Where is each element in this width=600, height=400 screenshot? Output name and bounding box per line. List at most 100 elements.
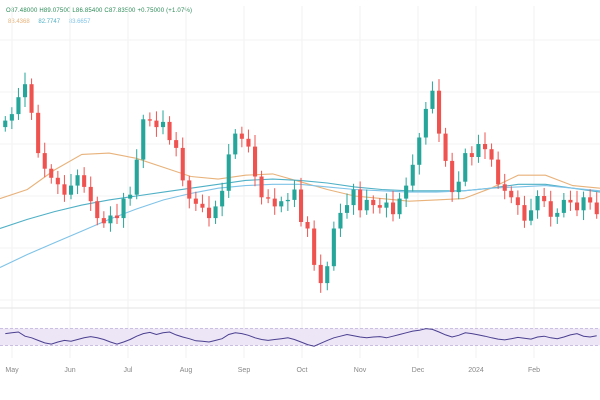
candle [193,191,198,211]
candle [266,189,271,204]
candle-body [509,190,514,198]
candle [272,188,277,215]
candle-body [23,84,28,98]
candle [364,189,369,215]
candle [141,114,146,169]
candle-body [522,205,527,221]
candle-body [423,108,428,138]
candle [82,167,87,193]
candle-body [463,153,468,182]
candle-body [555,212,560,217]
candle-body [141,119,146,160]
candle-body [292,189,297,200]
candle-body [443,133,448,161]
candle [285,193,290,211]
candle [128,186,133,206]
candle-body [417,137,422,165]
candle [220,182,225,217]
candle [345,193,350,219]
candle [16,87,21,120]
candle [561,193,566,218]
candle-body [581,197,586,211]
ma-value-1: 83.4368 [8,19,30,25]
candle-body [226,154,231,191]
candle [29,78,34,120]
candle [331,221,336,271]
candle [239,126,244,148]
candle [351,183,356,215]
x-tick-label: Jun [64,367,75,374]
candle [187,175,192,209]
candle-body [55,177,60,185]
candle-body [548,201,553,217]
candle [410,154,415,192]
candle-body [476,144,481,157]
candle-body [391,202,396,215]
candle-body [75,175,80,186]
candle-body [568,199,573,203]
candle [450,152,455,202]
candle [75,169,80,195]
candle [305,216,310,237]
candle-body [483,144,488,150]
ma-readout: 83.4368 82.7747 83.6657 [8,19,97,25]
candle [377,198,382,214]
candle [384,193,389,218]
candle-body [69,185,74,195]
candle [581,191,586,221]
candle-body [272,198,277,207]
candle-body [167,121,172,141]
candle [62,175,67,202]
x-tick-label: Dec [412,367,425,374]
candle-body [489,149,494,160]
candle-body [239,133,244,139]
candle-body [279,201,284,207]
candle-body [174,140,179,148]
candle [568,190,573,211]
ma-line-3 [0,183,600,268]
candle [391,190,396,222]
candle [3,116,8,132]
candle-body [36,112,41,154]
candle-body [358,189,363,211]
candle-body [594,202,599,215]
candle [69,174,74,200]
candle-body [305,222,310,229]
candle-body [410,164,415,186]
candle-body [42,153,47,169]
candle [529,198,534,226]
x-tick-label: Sep [238,367,251,374]
candle [253,135,258,187]
candle [42,142,47,178]
candle [502,173,507,200]
candle-body [364,199,369,211]
candle-body [9,114,14,121]
candle-body [16,97,21,115]
candle-body [588,197,593,203]
candle [575,190,580,217]
candle-body [82,175,87,187]
candle [430,81,435,114]
x-tick-label: Jul [124,367,133,374]
candle [134,149,139,200]
candle [318,254,323,293]
candle-body [220,190,225,207]
candle [121,192,126,228]
ma-line-2 [0,178,600,230]
rsi-line [5,328,597,347]
candle [279,196,284,213]
ma-value-2: 82.7747 [38,19,61,25]
candle [226,144,231,198]
candle [594,192,599,219]
candle [338,203,343,237]
candle [246,129,251,153]
candle-body [561,199,566,213]
candle-body [161,121,166,128]
candle-body [312,228,317,265]
candle-body [253,146,258,177]
x-tick-label: 2024 [468,367,484,374]
candle-body [535,196,540,211]
candle [437,79,442,143]
candle-body [115,215,120,219]
